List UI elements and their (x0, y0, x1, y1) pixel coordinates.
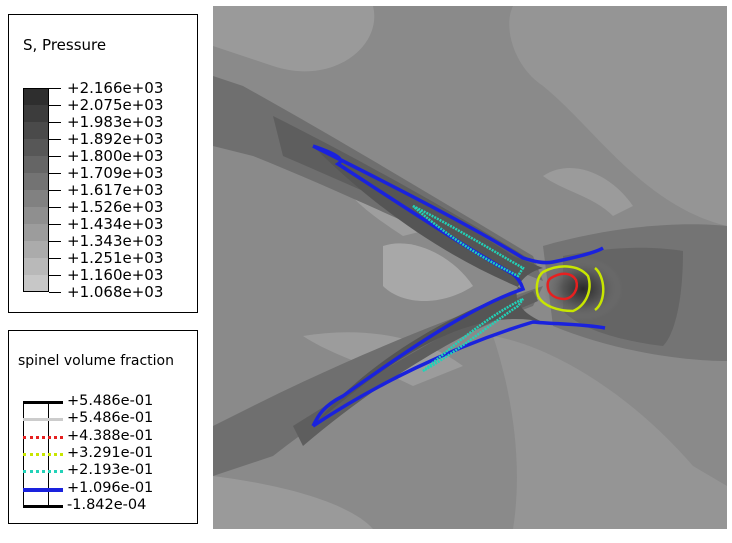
pressure-swatch (23, 258, 49, 275)
pressure-tick (49, 88, 61, 89)
pressure-value-label: +1.160e+03 (67, 266, 164, 284)
spinel-contour-mid (422, 297, 525, 373)
spinel-contour-peak (546, 272, 578, 301)
pressure-tick (49, 224, 61, 225)
pressure-value-label: +1.251e+03 (67, 249, 164, 267)
pressure-tick (49, 292, 61, 293)
pressure-value-label: +1.343e+03 (67, 232, 164, 250)
spinel-value-label: +4.388e-01 (67, 427, 154, 444)
pressure-tick (49, 190, 61, 191)
light-region (213, 6, 375, 72)
spinel-contour-high (535, 265, 591, 313)
spinel-line-sample (23, 452, 63, 456)
spinel-value-label: +3.291e-01 (67, 444, 154, 461)
spinel-line-sample (23, 418, 63, 422)
light-region (383, 243, 473, 301)
spinel-line-sample (23, 470, 63, 474)
pressure-legend-title: S, Pressure (23, 36, 107, 54)
pressure-tick (49, 105, 61, 106)
pressure-value-label: +2.166e+03 (67, 79, 164, 97)
pressure-swatch (23, 190, 49, 207)
spinel-line-sample (23, 504, 63, 508)
pressure-swatch (23, 122, 49, 139)
spinel-line-sample (23, 401, 63, 404)
pressure-tick (49, 156, 61, 157)
pressure-swatch (23, 207, 49, 224)
pressure-swatch (23, 241, 49, 258)
pressure-swatch (23, 139, 49, 156)
pressure-swatch (23, 224, 49, 241)
light-region (543, 167, 633, 216)
pressure-swatch (23, 156, 49, 173)
pressure-legend: S, Pressure +2.166e+03 +2.075e+03 +1.983e+… (8, 14, 198, 313)
spinel-contour-high (594, 267, 605, 311)
pressure-tick (49, 173, 61, 174)
spinel-value-label: +1.096e-01 (67, 479, 154, 496)
pressure-value-label: +1.434e+03 (67, 215, 164, 233)
pressure-value-label: +1.526e+03 (67, 198, 164, 216)
light-region (493, 336, 727, 529)
pressure-colorbar (23, 88, 49, 292)
spinel-legend-title: spinel volume fraction (18, 353, 174, 369)
pressure-swatch (23, 105, 49, 122)
pressure-tick (49, 122, 61, 123)
pressure-swatch (23, 173, 49, 190)
spinel-legend: spinel volume fraction +5.486e-01 +5.486e… (8, 330, 198, 524)
pressure-value-label: +1.892e+03 (67, 130, 164, 148)
spinel-value-label: -1.842e-04 (67, 496, 147, 513)
spinel-value-label: +5.486e-01 (67, 410, 154, 427)
pressure-swatch (23, 88, 49, 105)
pressure-swatch (23, 275, 49, 292)
pressure-tick (49, 241, 61, 242)
spinel-line-sample (23, 435, 63, 439)
pressure-tick (49, 275, 61, 276)
spinel-line-sample (23, 487, 63, 492)
spinel-value-label: +2.193e-01 (67, 462, 154, 479)
pressure-value-label: +1.617e+03 (67, 181, 164, 199)
spinel-value-label: +5.486e-01 (67, 393, 154, 409)
light-region (509, 6, 727, 226)
spinel-contour-mid (412, 204, 525, 278)
pressure-tick (49, 207, 61, 208)
spinel-contour-low (311, 144, 606, 428)
pressure-value-label: +1.709e+03 (67, 164, 164, 182)
pressure-value-label: +1.068e+03 (67, 283, 164, 301)
pressure-tick (49, 258, 61, 259)
pressure-value-label: +1.983e+03 (67, 113, 164, 131)
pressure-value-label: +2.075e+03 (67, 96, 164, 114)
contour-plot (213, 6, 727, 529)
light-region (213, 476, 373, 529)
pressure-tick (49, 139, 61, 140)
pressure-value-label: +1.800e+03 (67, 147, 164, 165)
